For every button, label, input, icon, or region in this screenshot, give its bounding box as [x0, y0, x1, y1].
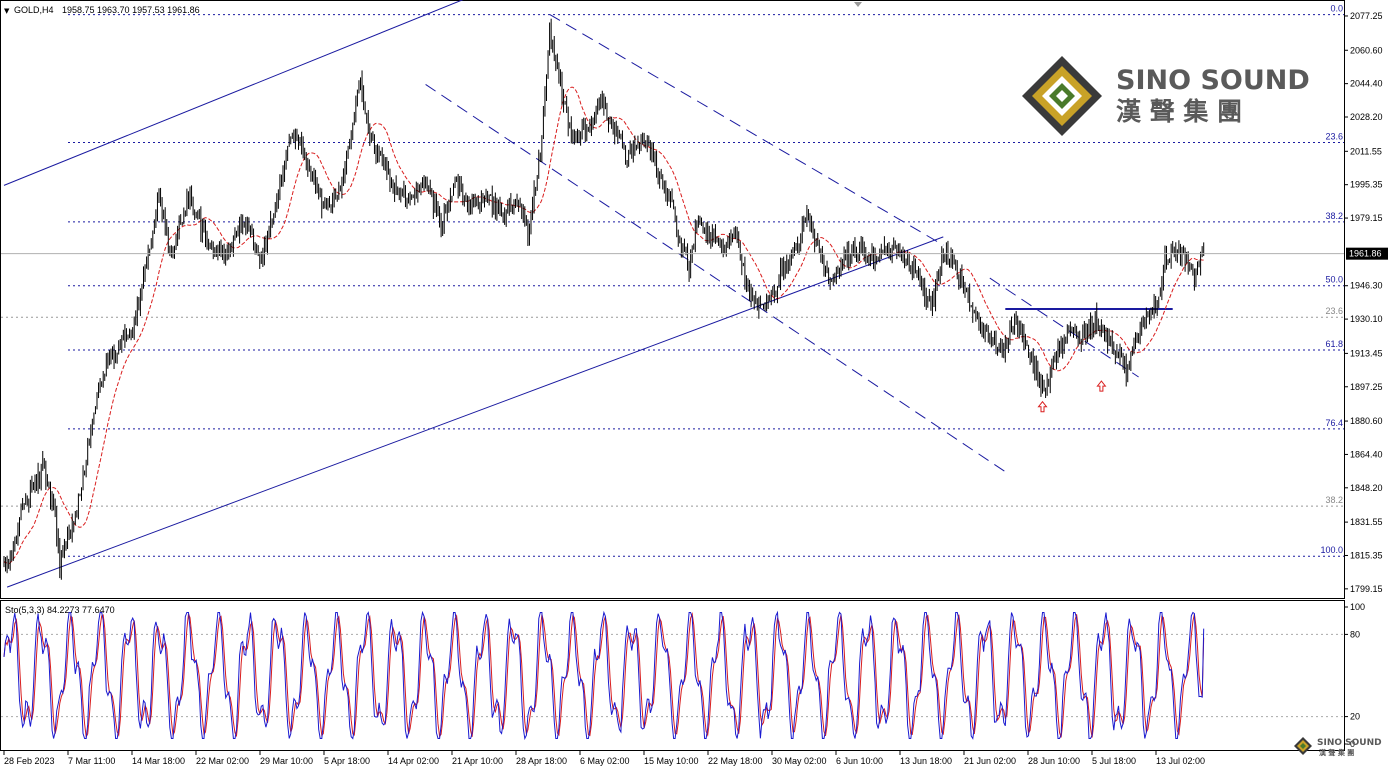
stoch-tick-label: 100 — [1350, 602, 1365, 612]
candlesticks — [3, 18, 1205, 580]
moving-average — [3, 86, 1204, 565]
ohlc-values: 1958.75 1963.70 1957.53 1961.86 — [62, 5, 200, 15]
x-tick-label: 28 Apr 18:00 — [516, 756, 567, 766]
fib-levels: 0.0 23.6 38.2 50.0 61.8 76.4 100.0 23.6 38.2 — [1, 4, 1344, 557]
x-tick-label: 15 May 10:00 — [644, 756, 699, 766]
shift-marker-icon[interactable] — [854, 2, 862, 7]
x-tick-label: 13 Jul 02:00 — [1156, 756, 1205, 766]
fib-label: 76.4 — [1325, 418, 1343, 428]
y-tick-label: 1930.10 — [1350, 314, 1383, 324]
trendline — [549, 13, 944, 246]
current-price-label: 1961.86 — [1349, 249, 1382, 259]
fib-label: 50.0 — [1325, 275, 1343, 285]
up-arrow-icon — [1037, 400, 1048, 413]
x-tick-label: 22 Mar 02:00 — [196, 756, 249, 766]
trendline — [6, 236, 944, 588]
stoch-tick-label: 20 — [1350, 712, 1360, 722]
x-tick-label: 22 May 18:00 — [708, 756, 763, 766]
fib-label: 38.2 — [1325, 211, 1343, 221]
x-tick-label: 13 Jun 18:00 — [900, 756, 952, 766]
trendline — [989, 277, 1139, 378]
fib-label: 23.6 — [1325, 132, 1343, 142]
trendline — [3, 0, 464, 186]
arrow-markers — [1037, 380, 1107, 413]
y-tick-label: 2044.40 — [1350, 79, 1383, 89]
time-axis: 28 Feb 2023 7 Mar 11:00 14 Mar 18:00 22 Mar… — [3, 751, 1205, 766]
x-tick-label: 14 Apr 02:00 — [388, 756, 439, 766]
stoch-levels — [1, 633, 1344, 718]
stoch-main-line — [3, 610, 1205, 741]
y-tick-label: 1848.20 — [1350, 483, 1383, 493]
x-tick-label: 14 Mar 18:00 — [132, 756, 185, 766]
x-tick-label: 29 Mar 10:00 — [260, 756, 313, 766]
stoch-tick-label: 80 — [1350, 629, 1360, 639]
fib-label: 100.0 — [1320, 545, 1343, 555]
brand-name-cn: 漢 聲 集 團 — [1116, 97, 1242, 126]
y-tick-label: 1946.30 — [1350, 281, 1383, 291]
x-tick-label: 21 Apr 10:00 — [452, 756, 503, 766]
small-brand-cn: 漢 聲 集 團 — [1319, 748, 1354, 757]
y-tick-label: 1880.60 — [1350, 416, 1383, 426]
x-tick-label: 28 Jun 10:00 — [1028, 756, 1080, 766]
y-tick-label: 1831.55 — [1350, 517, 1383, 527]
y-tick-label: 1864.40 — [1350, 449, 1383, 459]
y-tick-label: 1995.35 — [1350, 180, 1383, 190]
y-tick-label: 1897.25 — [1350, 382, 1383, 392]
up-arrow-icon — [1096, 380, 1107, 392]
x-tick-label: 21 Jun 02:00 — [964, 756, 1016, 766]
ma-line — [3, 86, 1204, 565]
fib-label: 61.8 — [1325, 339, 1343, 349]
x-tick-label: 6 Jun 10:00 — [836, 756, 883, 766]
symbol-label: GOLD,H4 — [14, 5, 54, 15]
trendline — [425, 84, 1006, 473]
trendlines — [3, 0, 1173, 588]
fib-label-secondary: 38.2 — [1325, 495, 1343, 505]
y-tick-label: 1799.15 — [1350, 584, 1383, 594]
stoch-label: Sto(5,3,3) 84.2273 77.6470 — [5, 605, 115, 615]
stoch-tick-label: 0 — [1350, 739, 1355, 749]
price-axis: 2077.25 2060.60 2044.40 2028.20 2011.55 1995.… — [1344, 11, 1383, 594]
small-brand-en: SINO SOUND — [1317, 738, 1382, 748]
brand-logo — [1022, 56, 1102, 136]
chevron-down-icon[interactable]: ▼ — [4, 7, 10, 15]
stoch-axis: 100 80 20 0 — [1344, 602, 1365, 749]
x-tick-label: 7 Mar 11:00 — [68, 756, 115, 766]
y-tick-label: 2011.55 — [1350, 146, 1382, 156]
x-tick-label: 5 Jul 18:00 — [1092, 756, 1136, 766]
x-tick-label: 6 May 02:00 — [580, 756, 630, 766]
price-panel[interactable] — [0, 0, 1345, 599]
small-brand-logo — [1294, 737, 1312, 755]
fib-label: 0.0 — [1330, 4, 1343, 14]
y-tick-label: 1815.35 — [1350, 550, 1383, 560]
y-tick-label: 1913.45 — [1350, 348, 1383, 358]
y-tick-label: 2077.25 — [1350, 11, 1383, 21]
x-tick-label: 28 Feb 2023 — [4, 756, 55, 766]
fib-label-secondary: 23.6 — [1325, 306, 1343, 316]
brand-name-en: SINO SOUND — [1116, 65, 1310, 96]
current-price-badge — [1346, 247, 1388, 260]
x-tick-label: 5 Apr 18:00 — [324, 756, 370, 766]
x-tick-label: 30 May 02:00 — [772, 756, 827, 766]
y-tick-label: 2028.20 — [1350, 112, 1383, 122]
y-tick-label: 2060.60 — [1350, 45, 1383, 55]
y-tick-label: 1979.15 — [1350, 213, 1383, 223]
